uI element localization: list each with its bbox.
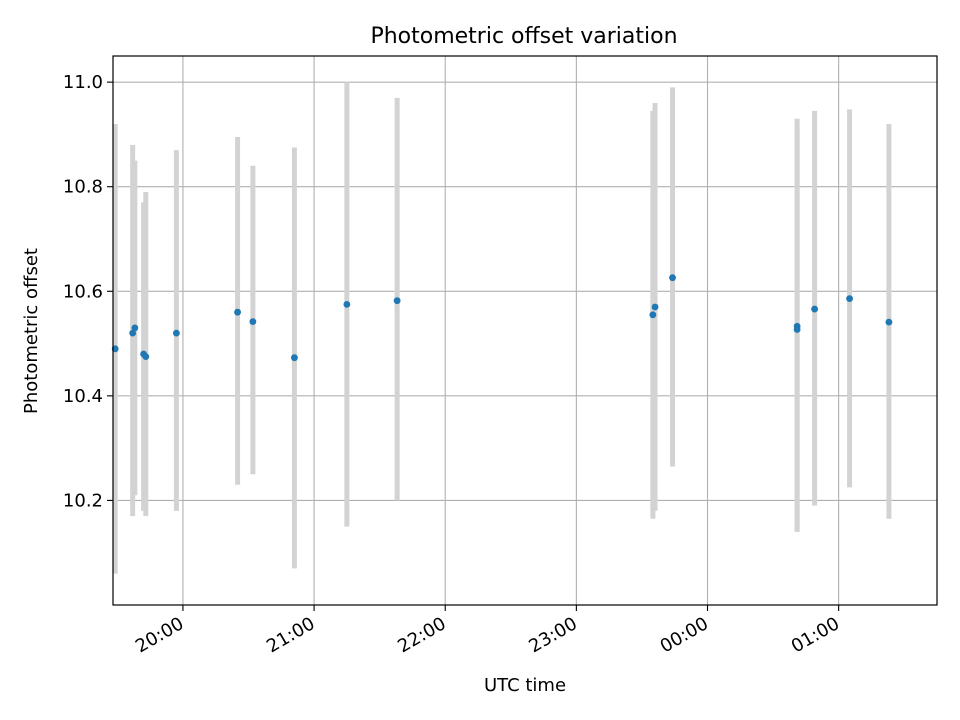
- data-point: [846, 295, 853, 303]
- x-tick-label: 23:00: [525, 613, 580, 657]
- data-point: [172, 329, 180, 337]
- x-axis-ticks: 20:00 21:00 22:00 23:00 00:00 01:00: [132, 605, 843, 657]
- data-point: [291, 354, 298, 362]
- data-point: [793, 322, 801, 330]
- data-point: [234, 308, 241, 316]
- data-point: [649, 311, 657, 319]
- chart-title: Photometric offset variation: [370, 24, 677, 49]
- y-tick-label: 10.4: [63, 386, 103, 407]
- data-point: [129, 329, 137, 337]
- data-points: [111, 274, 893, 362]
- y-tick-label: 10.6: [63, 281, 103, 302]
- y-tick-label: 11.0: [63, 72, 103, 93]
- data-point: [142, 353, 150, 361]
- y-axis-label: Photometric offset: [21, 248, 42, 414]
- x-axis-label: UTC time: [484, 675, 566, 696]
- data-point: [343, 300, 351, 308]
- data-point: [885, 318, 893, 326]
- x-tick-label: 01:00: [788, 613, 843, 657]
- grid-lines: [113, 56, 937, 605]
- y-tick-label: 10.8: [63, 177, 103, 198]
- x-tick-label: 20:00: [132, 613, 187, 657]
- data-point: [131, 324, 139, 332]
- data-point: [669, 274, 676, 282]
- y-tick-label: 10.2: [63, 490, 103, 511]
- data-point: [811, 305, 819, 313]
- x-tick-label: 00:00: [657, 613, 712, 657]
- y-axis-ticks: 10.2 10.4 10.6 10.8 11.0: [63, 72, 113, 511]
- x-tick-label: 22:00: [394, 613, 449, 657]
- plot-frame: [112, 55, 938, 606]
- data-point: [393, 297, 401, 305]
- data-point: [249, 318, 257, 326]
- data-point: [651, 303, 659, 311]
- x-tick-label: 21:00: [263, 613, 318, 657]
